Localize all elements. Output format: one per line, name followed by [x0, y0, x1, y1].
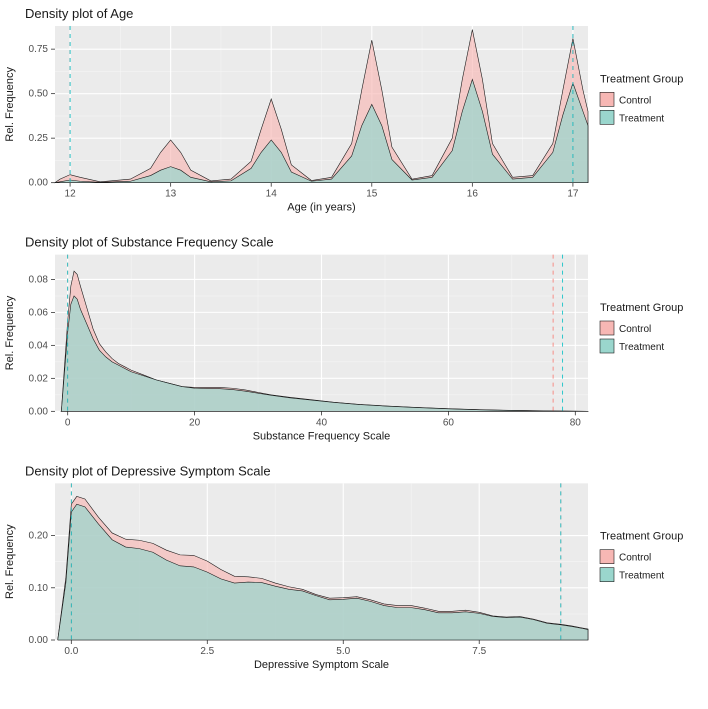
legend-label: Control — [619, 95, 651, 106]
legend-key — [600, 321, 614, 335]
x-tick-label: 17 — [567, 189, 579, 200]
x-tick-label: 2.5 — [200, 646, 214, 657]
y-axis-title: Rel. Frequency — [4, 67, 16, 142]
x-axis-title: Substance Frequency Scale — [253, 430, 391, 442]
panel-age: Density plot of Age 12 13 14 15 16 17 0.00 0.25 0… — [4, 6, 683, 214]
legend-label: Control — [619, 324, 651, 335]
x-axis-title: Depressive Symptom Scale — [254, 659, 389, 671]
x-tick-label: 12 — [65, 189, 77, 200]
x-tick-label: 15 — [366, 189, 378, 200]
legend: Treatment Group Control Treatment — [600, 73, 683, 124]
legend: Treatment Group Control Treatment — [600, 531, 683, 582]
legend-key — [600, 339, 614, 353]
y-tick-label: 0.75 — [29, 44, 49, 55]
y-tick-label: 0.02 — [29, 373, 49, 384]
x-tick-label: 60 — [443, 417, 455, 428]
legend-key — [600, 550, 614, 564]
x-tick-label: 0.0 — [64, 646, 78, 657]
x-tick-label: 13 — [165, 189, 177, 200]
y-axis-title: Rel. Frequency — [4, 295, 16, 370]
legend-title: Treatment Group — [600, 531, 683, 543]
y-tick-label: 0.25 — [29, 133, 49, 144]
x-tick-label: 5.0 — [336, 646, 350, 657]
y-tick-label: 0.04 — [29, 340, 49, 351]
legend-title: Treatment Group — [600, 302, 683, 314]
x-axis-title: Age (in years) — [287, 202, 355, 214]
y-tick-label: 0.10 — [29, 583, 49, 594]
y-tick-label: 0.00 — [29, 635, 49, 646]
legend-label: Treatment — [619, 342, 664, 353]
legend-label: Control — [619, 553, 651, 564]
panel-title: Density plot of Substance Frequency Scal… — [25, 235, 274, 250]
legend-key — [600, 92, 614, 106]
figure: Density plot of Age1213141516170.000.250… — [0, 0, 708, 704]
legend-title: Treatment Group — [600, 73, 683, 85]
y-tick-label: 0.08 — [29, 274, 49, 285]
x-tick-label: 40 — [316, 417, 328, 428]
x-tick-label: 7.5 — [472, 646, 486, 657]
panel-substance: Density plot of Substance Frequency Scal… — [4, 235, 683, 443]
panel-title: Density plot of Age — [25, 6, 133, 21]
y-axis-title: Rel. Frequency — [4, 524, 16, 599]
panel-depressive: Density plot of Depressive Symptom Scale… — [4, 463, 683, 671]
legend: Treatment Group Control Treatment — [600, 302, 683, 353]
y-tick-label: 0.06 — [29, 307, 49, 318]
x-tick-label: 0 — [65, 417, 71, 428]
y-tick-label: 0.50 — [29, 89, 49, 100]
y-tick-label: 0.00 — [29, 178, 49, 189]
x-tick-label: 20 — [189, 417, 201, 428]
x-tick-label: 80 — [570, 417, 582, 428]
panel-title: Density plot of Depressive Symptom Scale — [25, 463, 271, 478]
legend-label: Treatment — [619, 113, 664, 124]
legend-key — [600, 568, 614, 582]
y-tick-label: 0.20 — [29, 531, 49, 542]
x-tick-label: 14 — [266, 189, 278, 200]
y-tick-label: 0.00 — [29, 406, 49, 417]
legend-key — [600, 110, 614, 124]
x-tick-label: 16 — [467, 189, 479, 200]
legend-label: Treatment — [619, 571, 664, 582]
